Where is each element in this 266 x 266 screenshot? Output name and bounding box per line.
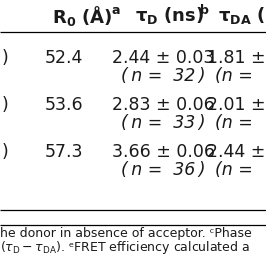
Text: 3.66 ± 0.06: 3.66 ± 0.06 [111,143,214,161]
Text: (n =: (n = [215,161,257,179]
Text: 53.6: 53.6 [45,96,83,114]
Text: ( n =  33 ): ( n = 33 ) [121,114,205,132]
Text: $\mathbf{\tau_{DA}}$ $\mathbf{(n}$: $\mathbf{\tau_{DA}}$ $\mathbf{(n}$ [218,6,266,27]
Text: 1.81 ±: 1.81 ± [207,49,265,67]
Text: 2.83 ± 0.06: 2.83 ± 0.06 [112,96,214,114]
Text: b: b [200,5,209,18]
Text: a: a [112,5,120,18]
Text: he donor in absence of acceptor. ᶜPhase: he donor in absence of acceptor. ᶜPhase [0,227,252,239]
Text: $\mathbf{\tau_D}$ $\mathbf{(ns)}$: $\mathbf{\tau_D}$ $\mathbf{(ns)}$ [135,6,204,27]
Text: (n =: (n = [215,114,257,132]
Text: ): ) [2,96,9,114]
Text: ): ) [2,49,9,67]
Text: $(\tau_\mathrm{D} - \tau_\mathrm{DA})$. ᵉFRET efficiency calculated a: $(\tau_\mathrm{D} - \tau_\mathrm{DA})$. … [0,239,250,256]
Text: 57.3: 57.3 [45,143,83,161]
Text: 2.44 ±: 2.44 ± [207,143,265,161]
Text: 2.44 ± 0.03: 2.44 ± 0.03 [112,49,214,67]
Text: $\mathbf{R_0}$ $\mathbf{(\AA)}$: $\mathbf{R_0}$ $\mathbf{(\AA)}$ [52,4,112,28]
Text: ( n =  32 ): ( n = 32 ) [121,67,205,85]
Text: ): ) [2,143,9,161]
Text: 2.01 ±: 2.01 ± [207,96,265,114]
Text: ( n =  36 ): ( n = 36 ) [121,161,205,179]
Text: (n =: (n = [215,67,257,85]
Text: 52.4: 52.4 [45,49,83,67]
